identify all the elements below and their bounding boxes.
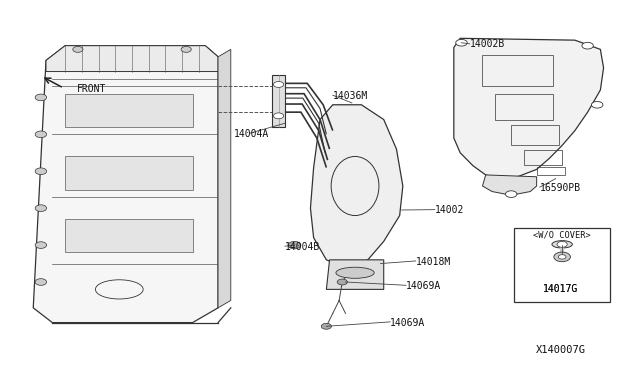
Circle shape	[558, 255, 566, 259]
Polygon shape	[272, 75, 285, 127]
Circle shape	[582, 42, 593, 49]
Circle shape	[321, 323, 332, 329]
Bar	[515, 228, 610, 302]
Text: 14036M: 14036M	[333, 90, 368, 100]
Circle shape	[456, 39, 467, 46]
Bar	[537, 167, 565, 175]
Polygon shape	[46, 46, 218, 71]
Text: X140007G: X140007G	[536, 345, 586, 355]
Polygon shape	[483, 175, 537, 195]
Polygon shape	[310, 105, 403, 267]
Circle shape	[288, 241, 301, 249]
Polygon shape	[326, 260, 384, 289]
Text: 14017G: 14017G	[543, 284, 579, 294]
Text: 14069A: 14069A	[406, 281, 441, 291]
Text: 14004B: 14004B	[285, 242, 320, 252]
Circle shape	[35, 279, 47, 285]
Polygon shape	[454, 38, 604, 179]
Text: 14002: 14002	[435, 205, 464, 215]
Text: 14018M: 14018M	[415, 257, 451, 267]
Circle shape	[273, 81, 284, 87]
Circle shape	[35, 242, 47, 248]
Text: FRONT: FRONT	[77, 84, 106, 94]
Text: 14004A: 14004A	[234, 129, 269, 139]
Bar	[511, 125, 559, 145]
Ellipse shape	[552, 241, 572, 248]
Bar	[524, 150, 562, 164]
Circle shape	[591, 102, 603, 108]
Bar	[65, 157, 193, 190]
Circle shape	[35, 131, 47, 138]
Polygon shape	[33, 46, 218, 323]
Bar	[65, 94, 193, 127]
Bar	[483, 55, 552, 86]
Bar	[495, 94, 552, 119]
Bar	[65, 219, 193, 253]
Circle shape	[506, 191, 517, 198]
Circle shape	[73, 46, 83, 52]
Text: <W/O COVER>: <W/O COVER>	[533, 230, 591, 239]
Circle shape	[273, 113, 284, 119]
Circle shape	[554, 252, 570, 262]
Circle shape	[35, 205, 47, 211]
Polygon shape	[218, 49, 231, 308]
Text: 14069A: 14069A	[390, 318, 426, 328]
Circle shape	[557, 241, 567, 247]
Text: 14002B: 14002B	[470, 39, 505, 49]
Circle shape	[181, 46, 191, 52]
Circle shape	[35, 168, 47, 174]
Text: 14017G: 14017G	[543, 284, 579, 294]
Circle shape	[337, 279, 348, 285]
Ellipse shape	[336, 267, 374, 278]
Text: 16590PB: 16590PB	[540, 183, 581, 193]
Circle shape	[35, 94, 47, 101]
